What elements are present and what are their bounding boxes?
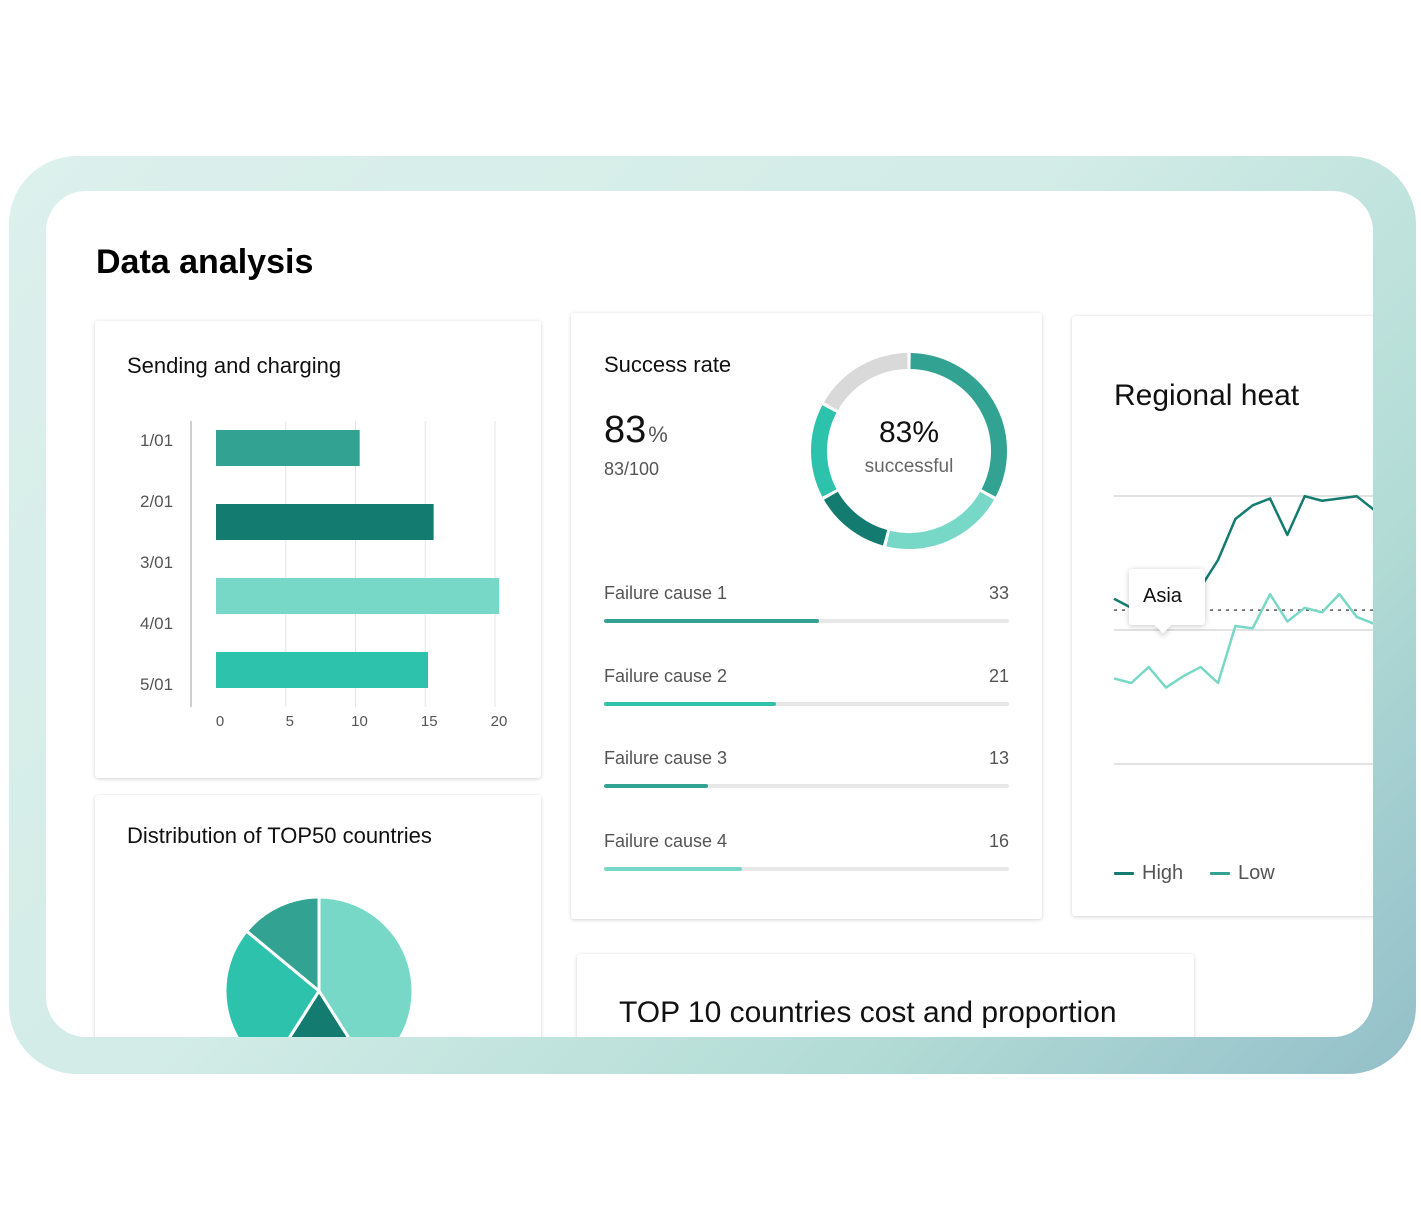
series-line bbox=[1113, 592, 1373, 689]
y-tick-label: 4/01 bbox=[140, 614, 173, 633]
failure-row: Failure cause 4 16 bbox=[604, 831, 1009, 891]
failure-row: Failure cause 2 21 bbox=[604, 666, 1009, 726]
donut-segment bbox=[823, 491, 888, 546]
failure-value: 13 bbox=[988, 748, 1009, 768]
success-value: 83% bbox=[604, 409, 668, 452]
legend-label: Low bbox=[1238, 862, 1275, 884]
success-rate-card: Success rate 83% 83/100 83% successful F… bbox=[571, 313, 1042, 919]
failure-value: 33 bbox=[988, 583, 1009, 603]
success-ratio: 83/100 bbox=[604, 459, 660, 479]
y-tick-label: 3/01 bbox=[140, 553, 173, 572]
donut-center: 83% successful bbox=[809, 416, 1009, 478]
x-tick-label: 15 bbox=[421, 713, 438, 730]
bar bbox=[216, 578, 500, 614]
donut-segment bbox=[886, 491, 995, 549]
success-rate-title: Success rate bbox=[604, 352, 732, 377]
y-tick-label: 2/01 bbox=[140, 492, 173, 511]
sending-charging-card: Sending and charging 0 5 10 15 20 1/01 2/01 3/0… bbox=[95, 321, 541, 778]
failure-value: 16 bbox=[988, 831, 1009, 851]
regional-line-chart bbox=[1113, 494, 1373, 765]
bar bbox=[216, 504, 434, 540]
failure-progress-track bbox=[604, 784, 1009, 788]
failure-label: Failure cause 1 bbox=[604, 583, 728, 603]
success-number: 83 bbox=[604, 409, 647, 451]
failure-progress-fill bbox=[604, 702, 776, 706]
failure-row: Failure cause 3 13 bbox=[604, 748, 1009, 808]
pie-slice bbox=[317, 895, 415, 1037]
regional-heat-title: Regional heat bbox=[1114, 379, 1300, 412]
x-tick-label: 5 bbox=[286, 713, 294, 730]
bar bbox=[216, 652, 429, 688]
pie-slice bbox=[245, 895, 321, 993]
legend-item-high[interactable]: High bbox=[1114, 862, 1183, 885]
top10-title: TOP 10 countries cost and proportion bbox=[619, 996, 1117, 1029]
legend-dash-icon bbox=[1210, 872, 1230, 876]
donut-sublabel: successful bbox=[864, 456, 954, 477]
failure-progress-track bbox=[604, 867, 1009, 871]
donut-segment bbox=[823, 353, 908, 411]
pie-slice bbox=[223, 929, 321, 1037]
pie-slice bbox=[288, 989, 350, 1037]
failure-label: Failure cause 2 bbox=[604, 666, 728, 686]
x-tick-label: 0 bbox=[216, 713, 224, 730]
legend-dash-icon bbox=[1114, 872, 1134, 876]
failure-progress-track bbox=[604, 702, 1009, 706]
x-tick-label: 20 bbox=[491, 713, 508, 730]
y-tick-label: 5/01 bbox=[140, 675, 173, 694]
legend-item-low[interactable]: Low bbox=[1210, 862, 1275, 885]
distribution-pie-chart bbox=[223, 895, 415, 1037]
bar bbox=[216, 430, 360, 466]
failure-label: Failure cause 4 bbox=[604, 831, 728, 851]
distribution-card: Distribution of TOP50 countries bbox=[95, 795, 541, 1037]
success-donut-chart bbox=[811, 353, 1007, 549]
failure-row: Failure cause 1 33 bbox=[604, 583, 1009, 643]
donut-percent: 83% bbox=[878, 416, 940, 449]
failure-label: Failure cause 3 bbox=[604, 748, 728, 768]
top10-card: TOP 10 countries cost and proportion bbox=[577, 954, 1194, 1037]
failure-progress-track bbox=[604, 619, 1009, 623]
donut-segment bbox=[811, 405, 837, 497]
donut-segment bbox=[910, 353, 1007, 497]
y-tick-label: 1/01 bbox=[140, 431, 173, 450]
distribution-title: Distribution of TOP50 countries bbox=[127, 823, 432, 848]
failure-value: 21 bbox=[988, 666, 1009, 686]
failure-progress-fill bbox=[604, 619, 819, 623]
success-unit: % bbox=[648, 422, 668, 447]
legend-label: High bbox=[1142, 862, 1184, 884]
sending-charging-title: Sending and charging bbox=[127, 353, 342, 378]
chart-tooltip: Asia bbox=[1129, 569, 1205, 634]
dashboard-screen: Data analysis Sending and charging 0 5 10 1… bbox=[46, 191, 1373, 1037]
page-title: Data analysis bbox=[96, 243, 314, 281]
failure-progress-fill bbox=[604, 784, 709, 788]
sending-bar-chart: 0 5 10 15 20 1/01 2/01 3/01 4/01 5/01 bbox=[140, 421, 508, 730]
tooltip-text: Asia bbox=[1143, 585, 1182, 607]
failure-progress-fill bbox=[604, 867, 742, 871]
x-tick-label: 10 bbox=[351, 713, 368, 730]
regional-heat-card: Regional heat Asia High Low bbox=[1072, 316, 1373, 916]
